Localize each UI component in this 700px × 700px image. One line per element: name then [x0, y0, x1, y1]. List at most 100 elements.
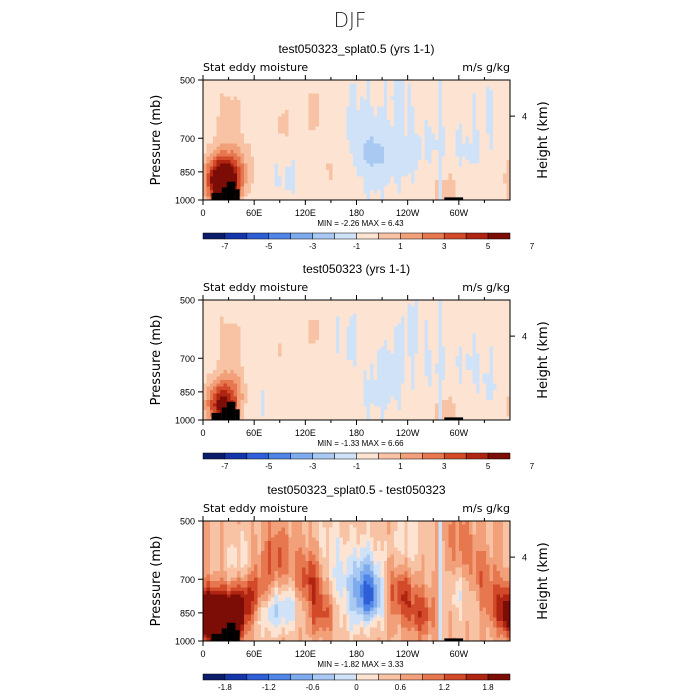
field-cell — [315, 300, 320, 304]
field-cell — [506, 300, 511, 304]
field-cell — [247, 170, 252, 174]
field-cell — [295, 96, 299, 101]
field-cell — [260, 133, 265, 138]
field-cell — [278, 196, 282, 201]
field-cell — [305, 326, 310, 331]
field-cell — [322, 80, 327, 84]
field-cell — [295, 163, 299, 168]
field-cell — [376, 83, 381, 88]
field-cell — [226, 333, 231, 338]
field-cell — [452, 310, 456, 314]
field-cell — [312, 356, 316, 361]
field-cell — [325, 306, 330, 311]
field-cell — [353, 340, 357, 344]
field-cell — [486, 180, 490, 184]
field-cell — [370, 166, 374, 171]
field-cell — [223, 156, 228, 161]
field-cell — [220, 170, 224, 174]
field-cell — [267, 126, 272, 131]
field-cell — [274, 353, 279, 358]
field-cell — [356, 356, 361, 361]
field-cell — [465, 83, 470, 88]
field-cell — [336, 326, 340, 331]
field-cell — [312, 336, 316, 341]
field-cell — [278, 173, 282, 178]
field-cell — [424, 173, 429, 178]
field-cell — [465, 356, 470, 361]
field-cell — [400, 160, 405, 164]
field-cell — [288, 153, 293, 158]
field-cell — [305, 170, 310, 174]
field-cell — [230, 93, 235, 98]
colorbar-swatch — [378, 232, 401, 240]
field-cell — [278, 130, 282, 134]
field-cell — [417, 183, 422, 188]
field-cell — [397, 193, 402, 198]
field-cell — [243, 320, 248, 324]
field-cell — [353, 83, 357, 88]
field-cell — [431, 136, 436, 141]
field-cell — [499, 170, 504, 174]
colorbar: -7 -5 -3 -1 1 3 5 7 — [202, 232, 535, 251]
field-cell — [475, 330, 480, 334]
field-cell — [387, 146, 392, 151]
field-cell — [383, 310, 388, 314]
field-cell — [424, 186, 429, 191]
field-cell — [301, 353, 306, 358]
field-cell — [271, 136, 276, 141]
field-cell — [230, 343, 235, 348]
field-cell — [428, 323, 432, 328]
field-cell — [243, 310, 248, 314]
field-cell — [424, 340, 429, 344]
field-cell — [298, 333, 303, 338]
field-cell — [226, 130, 231, 134]
field-cell — [376, 343, 381, 348]
field-cell — [250, 316, 255, 321]
field-cell — [329, 183, 334, 188]
field-cell — [496, 156, 501, 161]
field-cell — [482, 196, 487, 201]
field-cell — [448, 313, 453, 318]
field-cell — [394, 186, 398, 191]
field-cell — [291, 116, 296, 121]
field-cell — [441, 193, 446, 198]
field-cell — [243, 110, 248, 114]
field-cell — [452, 193, 456, 198]
field-cell — [247, 303, 252, 308]
field-cell — [431, 300, 436, 304]
field-cell — [394, 196, 398, 201]
field-cell — [216, 146, 221, 151]
field-cell — [342, 310, 347, 314]
field-cell — [220, 130, 224, 134]
field-cell — [472, 343, 477, 348]
field-cell — [237, 140, 241, 144]
field-cell — [295, 176, 299, 181]
field-cell — [342, 113, 347, 118]
field-cell — [346, 186, 351, 191]
field-cell — [414, 316, 419, 321]
field-cell — [479, 100, 484, 104]
field-cell — [455, 313, 460, 318]
field-cell — [506, 100, 511, 104]
field-cell — [376, 96, 381, 101]
field-cell — [370, 300, 374, 304]
field-cell — [394, 80, 398, 84]
field-cell — [295, 106, 299, 111]
field-cell — [359, 190, 364, 194]
colorbar-swatch — [202, 232, 226, 240]
field-cell — [243, 300, 248, 304]
field-cell — [421, 106, 426, 111]
field-cell — [271, 143, 276, 148]
field-cell — [411, 123, 415, 128]
field-cell — [329, 83, 334, 88]
field-cell — [203, 120, 207, 124]
field-cell — [472, 136, 477, 141]
field-cell — [503, 90, 507, 94]
field-cell — [209, 83, 214, 88]
field-cell — [356, 360, 361, 364]
field-cell — [370, 143, 374, 148]
field-cell — [400, 316, 405, 321]
field-cell — [496, 320, 501, 324]
field-cell — [486, 123, 490, 128]
field-cell — [503, 100, 507, 104]
